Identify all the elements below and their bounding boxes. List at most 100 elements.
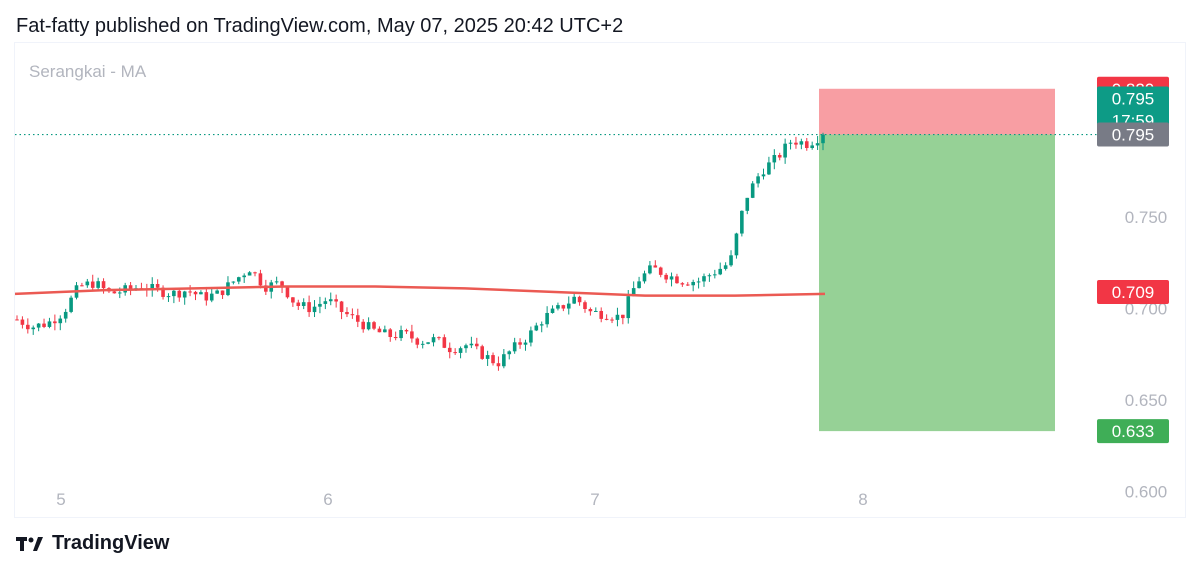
candle-body [474, 343, 479, 347]
candle-body [458, 348, 463, 353]
x-tick-label: 7 [590, 490, 599, 509]
candle-body [26, 324, 30, 330]
ma-value-label: 0.709 [1112, 283, 1155, 302]
candle-body [69, 297, 73, 312]
candle-body [199, 292, 203, 295]
candle-body [729, 255, 733, 266]
candle-body [188, 291, 192, 293]
candle-body [502, 354, 506, 367]
candle-body [90, 281, 95, 288]
candle-body [410, 331, 414, 339]
candle-body [258, 273, 263, 286]
candle-body [545, 312, 549, 325]
candle-body [318, 303, 322, 307]
candle-body [621, 314, 625, 319]
candle-body [247, 272, 252, 276]
x-axis[interactable]: 5 6 7 8 [56, 490, 867, 509]
candle-body [713, 274, 717, 276]
candle-body [464, 345, 468, 349]
candle-body [231, 281, 236, 283]
candle-body [696, 281, 701, 283]
candle-body [63, 311, 68, 319]
candle-body [437, 337, 441, 339]
candle-body [182, 291, 187, 298]
candle-body [480, 346, 485, 359]
candle-body [372, 322, 376, 329]
candle-body [756, 176, 760, 184]
x-tick-label: 8 [858, 490, 867, 509]
candle-body [96, 281, 100, 288]
ma-line [15, 285, 826, 297]
chart-svg[interactable]: Serangkai - MA 0.600 0.650 0.700 0.750 5 6 7 8… [15, 43, 1187, 519]
candle-body [799, 141, 804, 145]
candles-group [15, 132, 825, 371]
candle-body [740, 210, 744, 234]
candle-body [653, 265, 658, 268]
candle-body [172, 290, 176, 297]
candle-body [599, 310, 604, 319]
take-profit-zone[interactable] [819, 134, 1055, 432]
candle-body [36, 323, 41, 328]
candle-body [177, 290, 182, 298]
candle-body [815, 143, 820, 146]
candle-body [810, 145, 814, 149]
candle-body [447, 347, 452, 353]
candle-body [496, 363, 501, 367]
candle-body [328, 299, 333, 302]
candle-body [15, 319, 19, 321]
candle-body [631, 288, 636, 297]
tradingview-logo-icon [16, 536, 43, 551]
candle-body [280, 281, 284, 287]
candle-body [155, 284, 160, 288]
candle-body [128, 285, 133, 289]
candle-body [453, 352, 457, 354]
stop-loss-zone[interactable] [819, 88, 1055, 135]
candle-body [594, 310, 598, 312]
x-tick-label: 6 [323, 490, 332, 509]
candle-body [626, 296, 631, 319]
candle-body [361, 321, 366, 330]
candle-body [783, 143, 787, 158]
candle-body [675, 276, 679, 284]
candle-body [707, 275, 712, 277]
candle-body [534, 325, 539, 331]
candle-body [31, 327, 36, 330]
candle-body [637, 281, 641, 289]
candle-body [664, 274, 668, 280]
candle-body [355, 315, 360, 322]
candle-body [556, 305, 560, 309]
candle-body [58, 318, 63, 324]
candle-body [291, 297, 295, 303]
footer-brand: TradingView [52, 532, 170, 554]
candle-body [215, 290, 219, 294]
candle-body [691, 281, 695, 286]
candle-body [204, 292, 209, 301]
candle-body [209, 293, 214, 301]
candle-body [539, 324, 544, 326]
candle-body [377, 328, 382, 333]
candle-body [804, 141, 809, 149]
candle-body [566, 303, 571, 309]
y-axis[interactable]: 0.600 0.650 0.700 0.750 [1125, 208, 1168, 502]
candle-body [426, 342, 430, 344]
position-zones[interactable] [819, 88, 1055, 432]
candle-body [512, 342, 517, 352]
candle-body [101, 281, 106, 289]
candle-body [577, 296, 582, 303]
candle-body [42, 323, 46, 327]
candle-body [821, 134, 825, 144]
candle-body [550, 308, 555, 313]
candle-body [393, 336, 398, 339]
candle-body [718, 268, 723, 275]
candle-body [117, 292, 122, 294]
candle-body [47, 321, 52, 327]
candle-body [788, 142, 793, 144]
candle-body [242, 275, 246, 278]
candle-body [339, 301, 344, 313]
last-price-label: 0.795 [1112, 90, 1155, 109]
candle-body [253, 272, 257, 274]
chart-area[interactable]: Serangkai - MA 0.600 0.650 0.700 0.750 5 6 7 8… [14, 42, 1186, 518]
candle-body [285, 286, 290, 298]
candle-body [415, 338, 420, 345]
candle-body [166, 296, 171, 298]
